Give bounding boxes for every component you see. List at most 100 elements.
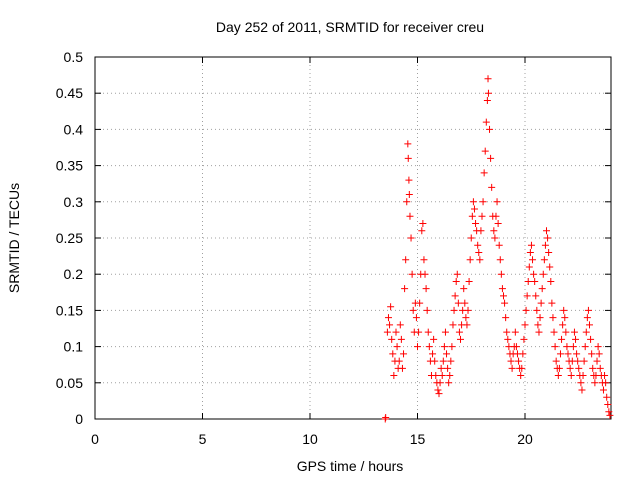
data-point [463, 321, 471, 329]
grid-lines [95, 57, 611, 419]
data-point [586, 321, 593, 329]
data-point [543, 227, 550, 235]
data-point [404, 140, 412, 148]
y-tick-label: 0.45 [56, 85, 83, 101]
data-point [469, 198, 477, 206]
data-point [583, 314, 591, 322]
data-point [441, 328, 449, 336]
axis-ticks: 0 0.05 0.1 0.15 0.2 0.25 0.3 0.35 0.4 0.45 0.5 0 5 10… [56, 49, 611, 447]
y-tick-label: 0.4 [64, 121, 84, 137]
data-point [432, 372, 440, 380]
data-point [496, 256, 504, 264]
data-point [562, 328, 570, 336]
data-point [560, 306, 568, 314]
data-point [545, 248, 553, 256]
data-point [403, 198, 411, 206]
data-point [483, 96, 491, 104]
data-point [423, 306, 431, 314]
data-point [529, 256, 537, 264]
data-point [518, 364, 526, 372]
y-axis-label: SRMTID / TECUs [6, 183, 22, 293]
data-point [425, 343, 433, 351]
data-point [522, 306, 530, 314]
data-point [431, 357, 439, 365]
data-point [552, 357, 560, 365]
data-point [429, 350, 437, 358]
data-point [448, 343, 456, 351]
data-point [451, 292, 459, 300]
data-point [537, 299, 545, 307]
data-point [594, 343, 602, 351]
data-point [578, 386, 586, 394]
data-point [570, 328, 578, 336]
data-point [575, 364, 583, 372]
data-point [406, 212, 414, 220]
data-point [520, 335, 528, 343]
data-point [420, 256, 428, 264]
data-point [478, 212, 486, 220]
y-tick-label: 0.5 [64, 49, 84, 65]
data-point [405, 176, 413, 184]
y-tick-label: 0.25 [56, 230, 83, 246]
data-point [580, 357, 588, 365]
data-points [381, 75, 614, 423]
x-tick-label: 0 [91, 431, 99, 447]
data-point [606, 411, 614, 419]
data-point [563, 343, 571, 351]
data-point [465, 277, 473, 285]
data-point [567, 372, 575, 380]
data-point [523, 292, 531, 300]
y-tick-label: 0.1 [64, 339, 84, 355]
data-point [511, 328, 519, 336]
data-point [579, 372, 587, 380]
data-point [569, 343, 577, 351]
data-point [605, 408, 613, 416]
data-point [495, 241, 503, 249]
x-tick-label: 5 [199, 431, 207, 447]
data-point [443, 350, 451, 358]
data-point [497, 270, 505, 278]
data-point [418, 227, 426, 235]
data-point [416, 299, 424, 307]
data-point [603, 393, 611, 401]
data-point [502, 314, 510, 322]
data-point [412, 314, 420, 322]
data-point [422, 285, 430, 293]
data-point [541, 241, 549, 249]
data-point [515, 357, 523, 365]
data-point [507, 357, 515, 365]
data-point [549, 314, 557, 322]
data-point [564, 350, 572, 358]
data-point [508, 364, 516, 372]
data-point [486, 125, 494, 133]
data-point [400, 350, 408, 358]
data-point [525, 263, 533, 271]
data-point [503, 328, 511, 336]
data-point [401, 285, 409, 293]
data-point [439, 357, 447, 365]
data-point [544, 234, 552, 242]
data-point [572, 335, 580, 343]
data-point [396, 321, 404, 329]
data-point [437, 364, 445, 372]
data-point [398, 364, 406, 372]
data-point [604, 401, 612, 409]
data-point [484, 75, 492, 83]
data-point [573, 350, 581, 358]
data-point [484, 89, 492, 97]
data-point [460, 285, 468, 293]
data-point [457, 335, 464, 343]
data-point [487, 154, 495, 162]
data-point [521, 321, 529, 329]
y-tick-label: 0 [75, 411, 83, 427]
data-point [409, 306, 417, 314]
y-tick-label: 0.15 [56, 302, 83, 318]
x-tick-label: 10 [302, 431, 318, 447]
data-point [519, 350, 527, 358]
data-point [415, 328, 423, 336]
data-point [421, 270, 429, 278]
data-point [587, 335, 595, 343]
y-tick-label: 0.2 [64, 266, 84, 282]
data-point [533, 306, 541, 314]
data-point [490, 227, 498, 235]
